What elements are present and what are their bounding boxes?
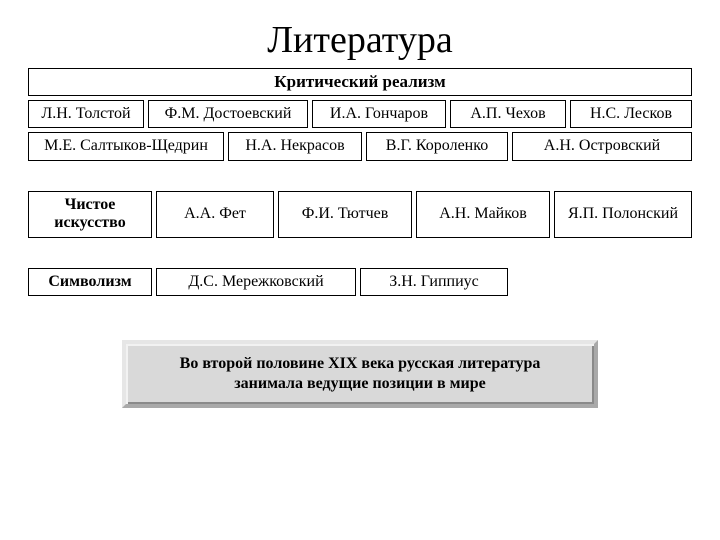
author-cell: И.А. Гончаров: [312, 100, 446, 128]
author-cell: А.А. Фет: [156, 191, 274, 238]
realism-row-1: Л.Н. Толстой Ф.М. Достоевский И.А. Гонча…: [28, 100, 692, 128]
author-cell: А.Н. Майков: [416, 191, 550, 238]
symbolism-row: Символизм Д.С. Мережковский З.Н. Гиппиус: [28, 268, 692, 296]
author-cell: В.Г. Короленко: [366, 132, 508, 160]
author-cell: Я.П. Полонский: [554, 191, 692, 238]
author-cell: А.П. Чехов: [450, 100, 566, 128]
section-symbolism-label: Символизм: [28, 268, 152, 296]
summary-callout: Во второй половине XIX века русская лите…: [122, 340, 598, 408]
author-cell: Ф.М. Достоевский: [148, 100, 308, 128]
pure-art-row: Чистое искусство А.А. Фет Ф.И. Тютчев А.…: [28, 191, 692, 238]
author-cell: Д.С. Мережковский: [156, 268, 356, 296]
callout-container: Во второй половине XIX века русская лите…: [0, 340, 720, 408]
author-cell: М.Е. Салтыков-Щедрин: [28, 132, 224, 160]
section-realism-header: Критический реализм: [28, 68, 692, 96]
author-cell: Л.Н. Толстой: [28, 100, 144, 128]
page-title: Литература: [0, 0, 720, 68]
author-cell: Ф.И. Тютчев: [278, 191, 412, 238]
author-cell: Н.А. Некрасов: [228, 132, 362, 160]
section-pure-art-label: Чистое искусство: [28, 191, 152, 238]
author-cell: Н.С. Лесков: [570, 100, 692, 128]
realism-row-2: М.Е. Салтыков-Щедрин Н.А. Некрасов В.Г. …: [28, 132, 692, 160]
author-cell: А.Н. Островский: [512, 132, 692, 160]
author-cell: З.Н. Гиппиус: [360, 268, 508, 296]
